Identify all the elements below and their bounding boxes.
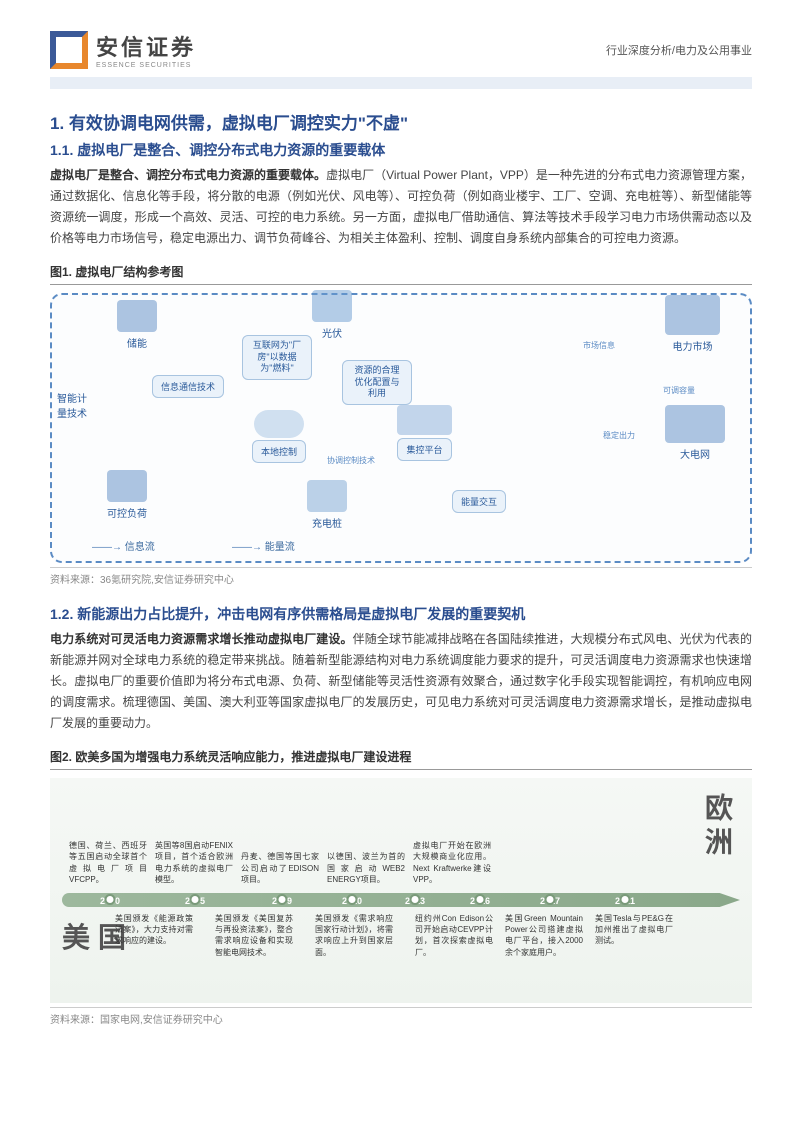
node-ev: 充电桩 bbox=[312, 519, 342, 530]
tl-item-bot: 美国Green Mountain Power公司搭建虚拟电厂平台，接入2000余… bbox=[505, 913, 583, 958]
note-coord: 协调控制技术 bbox=[327, 455, 375, 466]
logo-text-cn: 安信证券 bbox=[96, 30, 196, 62]
tl-item-bot: 美国颁发《美国复苏与再投资法案》，整合需求响应设备和实现智能电网技术。 bbox=[215, 913, 293, 958]
node-info-comm: 信息通信技术 bbox=[152, 375, 224, 398]
fig2-timeline: 欧洲 美国 20002005200920102013201620172021 德… bbox=[50, 778, 752, 1003]
header-divider bbox=[50, 77, 752, 89]
tl-dot bbox=[277, 894, 288, 905]
tl-dot bbox=[475, 894, 486, 905]
node-load: 可控负荷 bbox=[107, 509, 147, 520]
node-agg-ctrl: 集控平台 bbox=[397, 438, 452, 461]
node-market: 电力市场 bbox=[673, 342, 713, 353]
fig1-source: 资料来源：36氪研究院,安信证券研究中心 bbox=[50, 567, 752, 586]
note-cap: 可调容量 bbox=[663, 385, 695, 396]
legend-energy-flow: ——→ 能量流 bbox=[232, 538, 295, 553]
tl-item-top: 虚拟电厂开始在欧洲大规模商业化应用。Next Kraftwerke建设VPP。 bbox=[413, 840, 491, 885]
tl-dot bbox=[620, 894, 631, 905]
tl-dot bbox=[410, 894, 421, 905]
node-cloud-note: 互联网为"厂房"以数据为"燃料" bbox=[242, 335, 312, 380]
note-stable: 稳定出力 bbox=[603, 430, 635, 441]
node-local-ctrl: 本地控制 bbox=[252, 440, 306, 463]
node-resource-opt: 资源的合理优化配置与利用 bbox=[342, 360, 412, 405]
fig1-diagram: 光伏 储能 电力市场 智能计量技术 信息通信技术 互联网为"厂房"以数据为"燃料… bbox=[50, 293, 752, 563]
legend-info-flow: ——→ 信息流 bbox=[92, 538, 155, 553]
body-bold-2: 电力系统对可灵活电力资源需求增长推动虚拟电厂建设。 bbox=[50, 632, 353, 646]
tl-item-top: 英国等8国启动FENIX项目，首个适合欧洲电力系统的虚拟电厂模型。 bbox=[155, 840, 233, 885]
page-header: 安信证券 ESSENCE SECURITIES 行业深度分析/电力及公用事业 bbox=[50, 30, 752, 69]
body-rest-2: 伴随全球节能减排战略在各国陆续推进，大规模分布式风电、光伏为代表的新能源并网对全… bbox=[50, 632, 752, 730]
tl-item-top: 丹麦、德国等国七家公司启动了EDISON项目。 bbox=[241, 851, 319, 885]
logo-text-en: ESSENCE SECURITIES bbox=[96, 62, 196, 69]
node-pv: 光伏 bbox=[322, 329, 342, 340]
tl-dot bbox=[545, 894, 556, 905]
section-1-title: 1. 有效协调电网供需，虚拟电厂调控实力"不虚" bbox=[50, 109, 752, 134]
tl-item-bot: 美国颁发《能源政策法案》，大力支持对需求响应的建设。 bbox=[115, 913, 193, 947]
tl-item-top: 以德国、波兰为首的国家启动WEB2 ENERGY项目。 bbox=[327, 851, 405, 885]
tl-dot bbox=[190, 894, 201, 905]
fig2-source: 资料来源：国家电网,安信证券研究中心 bbox=[50, 1007, 752, 1026]
timeline-axis bbox=[62, 893, 740, 907]
logo-icon bbox=[50, 31, 88, 69]
node-energy-ex: 能量交互 bbox=[452, 490, 506, 513]
section-1-1-body: 虚拟电厂是整合、调控分布式电力资源的重要载体。虚拟电厂（Virtual Powe… bbox=[50, 165, 752, 249]
tl-item-top: 德国、荷兰、西班牙等五国启动全球首个虚拟电厂项目VFCPP。 bbox=[69, 840, 147, 885]
body-bold: 虚拟电厂是整合、调控分布式电力资源的重要载体。 bbox=[50, 168, 326, 182]
label-eu: 欧洲 bbox=[701, 793, 732, 861]
section-1-2-body: 电力系统对可灵活电力资源需求增长推动虚拟电厂建设。伴随全球节能减排战略在各国陆续… bbox=[50, 629, 752, 734]
section-1-1-title: 1.1. 虚拟电厂是整合、调控分布式电力资源的重要载体 bbox=[50, 140, 752, 160]
tl-item-bot: 美国Tesla与PE&G在加州推出了虚拟电厂测试。 bbox=[595, 913, 673, 947]
note-market-info: 市场信息 bbox=[583, 340, 615, 351]
fig2-title: 图2. 欧美多国为增强电力系统灵活响应能力，推进虚拟电厂建设进程 bbox=[50, 748, 752, 770]
node-smart-meter: 智能计量技术 bbox=[57, 394, 87, 420]
tl-item-bot: 美国颁发《需求响应国家行动计划》，将需求响应上升到国家层面。 bbox=[315, 913, 393, 958]
doc-category: 行业深度分析/电力及公用事业 bbox=[606, 42, 752, 58]
tl-dot bbox=[105, 894, 116, 905]
node-grid: 大电网 bbox=[680, 450, 710, 461]
tl-item-bot: 纽约州Con Edison公司开始启动CEVPP计划，首次探索虚拟电厂。 bbox=[415, 913, 493, 958]
node-storage: 储能 bbox=[127, 339, 147, 350]
tl-dot bbox=[347, 894, 358, 905]
logo: 安信证券 ESSENCE SECURITIES bbox=[50, 30, 196, 69]
fig1-title: 图1. 虚拟电厂结构参考图 bbox=[50, 263, 752, 285]
section-1-2-title: 1.2. 新能源出力占比提升，冲击电网有序供需格局是虚拟电厂发展的重要契机 bbox=[50, 604, 752, 624]
